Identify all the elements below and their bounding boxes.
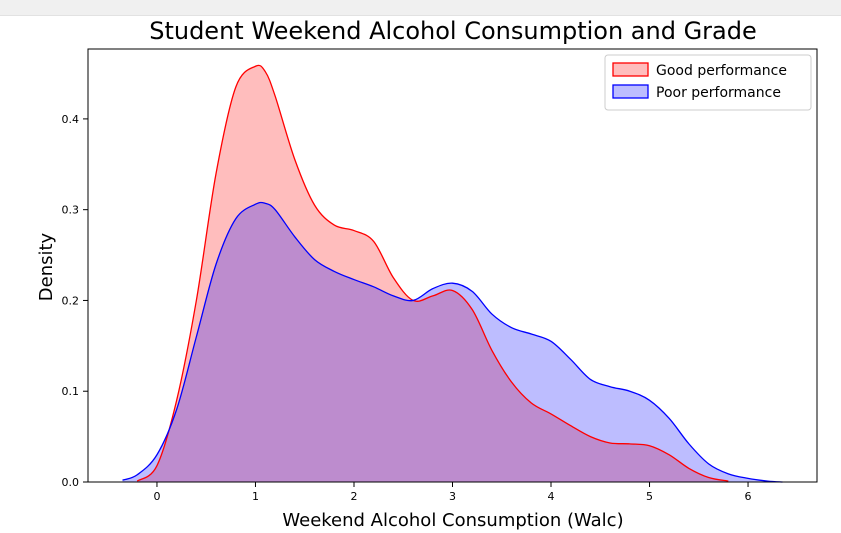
series-line-2: [122, 201, 783, 483]
window-top-strip: [0, 0, 841, 16]
legend-label-1: Good performance: [656, 63, 787, 79]
plot-area: [122, 65, 783, 483]
x-tick-label: 3: [449, 490, 456, 503]
y-tick-label: 0.2: [62, 294, 80, 307]
series-area-2: [122, 202, 783, 482]
x-tick-label: 4: [548, 490, 555, 503]
y-tick-label: 0.1: [62, 385, 80, 398]
series-area-1: [137, 65, 729, 483]
x-tick-label: 2: [350, 490, 357, 503]
y-axis-label: Density: [36, 232, 57, 301]
y-tick-label: 0.3: [62, 204, 80, 217]
x-tick-label: 6: [745, 490, 752, 503]
legend-box: [604, 54, 812, 111]
y-axis: 0.0 0.1 0.2 0.3 0.4: [62, 113, 88, 489]
y-tick-label: 0.4: [62, 113, 80, 126]
legend: Good performance Poor performance: [604, 54, 812, 111]
legend-label-2: Poor performance: [656, 85, 781, 101]
y-tick-label: 0.0: [62, 476, 80, 489]
x-tick-label: 1: [252, 490, 259, 503]
series-lines: [122, 64, 783, 483]
chart-title: Student Weekend Alcohol Consumption and …: [149, 17, 757, 45]
x-axis: 0 1 2 3 4 5 6: [153, 482, 752, 503]
x-axis-label: Weekend Alcohol Consumption (Walc): [282, 510, 623, 531]
x-tick-label: 0: [153, 490, 160, 503]
legend-swatch-1: [612, 62, 649, 77]
x-tick-label: 5: [646, 490, 653, 503]
legend-swatch-2: [612, 84, 649, 99]
